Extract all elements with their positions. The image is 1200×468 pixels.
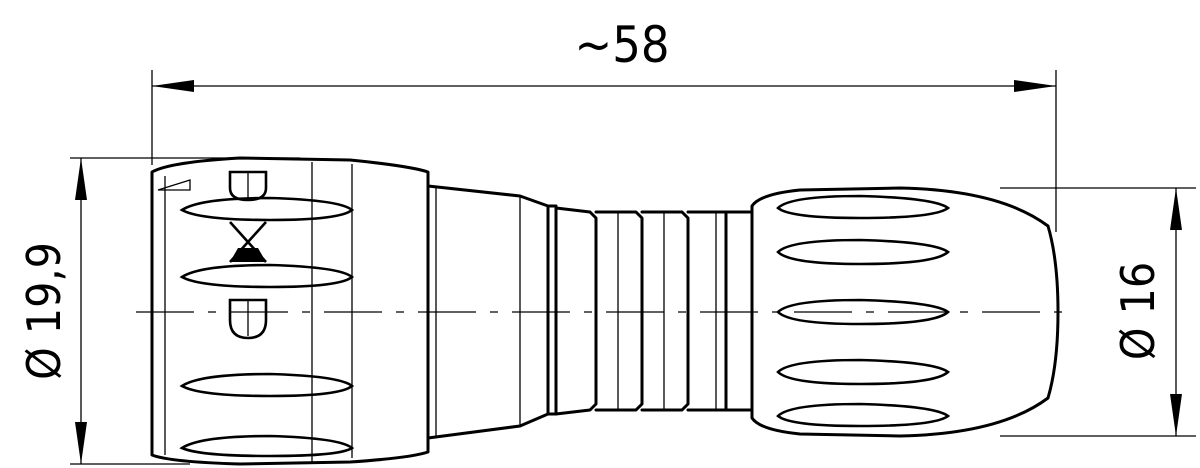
right-grip-rib <box>776 194 951 220</box>
right-grip-rib <box>776 402 951 428</box>
collar-ring <box>686 210 728 412</box>
left-diameter-label: Ø 19,9 <box>17 242 71 380</box>
coding-dot-top <box>228 170 268 202</box>
coding-dot-middle <box>228 298 268 340</box>
right-diameter-dimension: Ø 16 <box>1000 187 1196 437</box>
left-diameter-arrow-bottom <box>75 422 87 464</box>
left-grip-rib <box>179 434 355 458</box>
collar-ring <box>724 210 754 412</box>
collar-ring <box>546 204 558 416</box>
collar-ring <box>594 210 644 412</box>
left-diameter-dimension: Ø 19,9 <box>17 157 300 465</box>
right-coupling-nut <box>750 186 1060 438</box>
length-arrow-right <box>1014 80 1056 92</box>
collar-ring <box>640 210 690 412</box>
right-diameter-arrow-bottom <box>1170 394 1182 436</box>
connector-body <box>136 156 1072 466</box>
collar-ring <box>554 206 598 416</box>
coding-cross-fill <box>230 248 266 262</box>
left-housing-outline <box>150 156 430 466</box>
length-label: ~58 <box>575 16 670 74</box>
left-diameter-arrow-top <box>75 158 87 200</box>
length-dimension: ~58 <box>151 16 1057 232</box>
right-diameter-label: Ø 16 <box>1111 262 1165 360</box>
left-grip-rib <box>179 196 355 222</box>
length-arrow-left <box>152 80 194 92</box>
right-diameter-arrow-top <box>1170 188 1182 230</box>
transition-outline <box>426 184 550 440</box>
right-grip-rib <box>776 238 951 266</box>
left-housing <box>150 156 430 466</box>
left-grip-rib <box>179 372 355 398</box>
right-grip-rib <box>776 298 951 326</box>
right-grip-rib <box>776 358 951 386</box>
left-grip-rib <box>179 263 355 289</box>
key-notch <box>157 179 191 191</box>
